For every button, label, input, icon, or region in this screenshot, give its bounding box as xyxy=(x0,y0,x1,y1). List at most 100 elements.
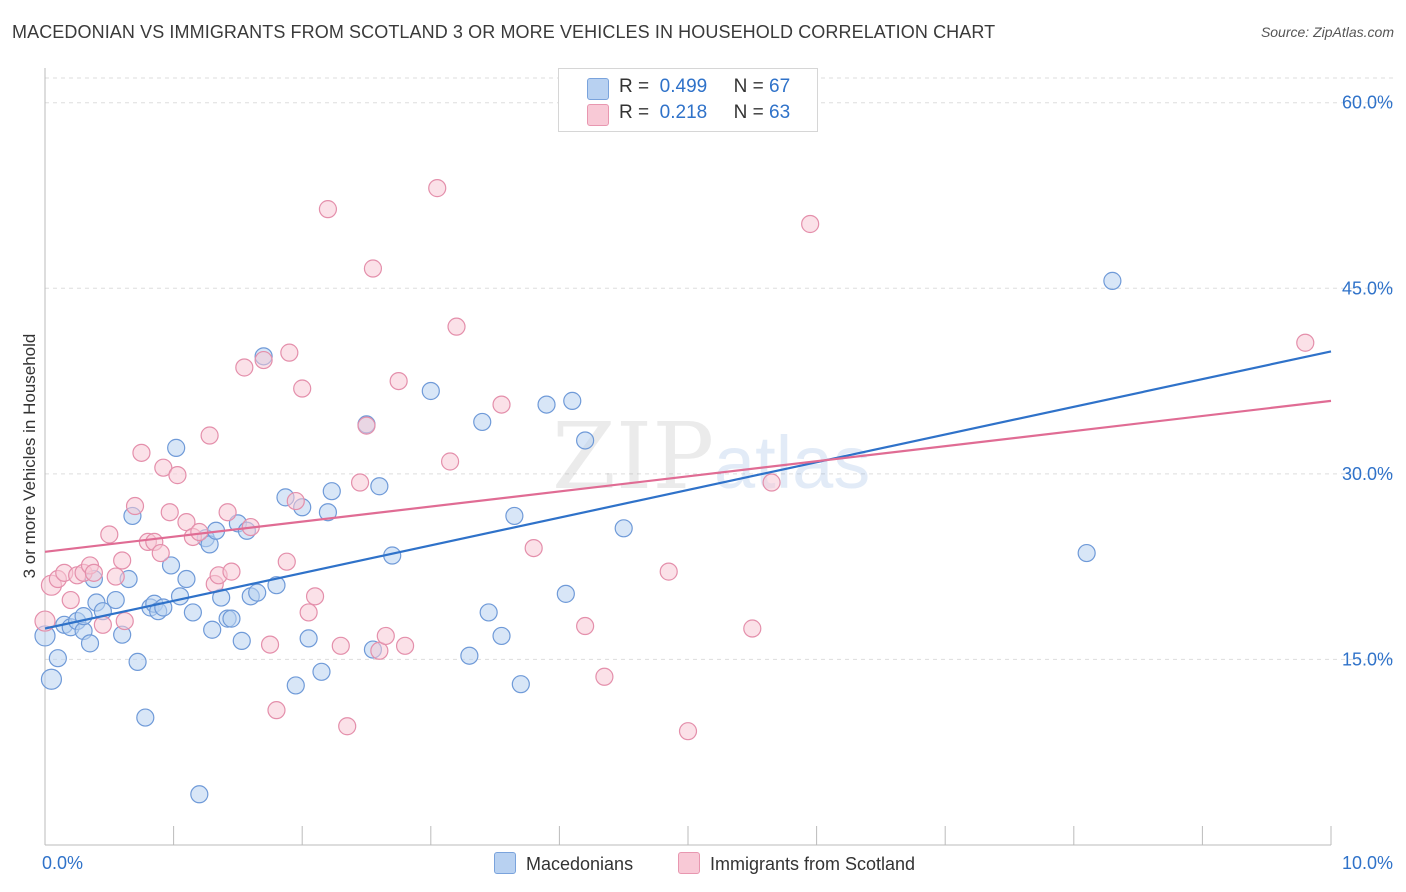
immigrant-point xyxy=(1296,333,1315,352)
immigrant-point xyxy=(318,200,338,219)
immigrant-point xyxy=(678,722,698,741)
y-tick-label: 30.0% xyxy=(1342,464,1393,484)
y-tick-label: 45.0% xyxy=(1342,278,1393,298)
legend-n-label: N = xyxy=(733,76,764,97)
macedonian-point xyxy=(576,431,595,450)
immigrant-point xyxy=(254,350,273,370)
macedonian-point xyxy=(614,519,633,538)
immigrant-point xyxy=(801,214,820,234)
macedonian-point xyxy=(479,603,498,622)
immigrant-point xyxy=(447,317,466,336)
legend-n-value: 63 xyxy=(769,102,791,123)
legend-r-value: 0.218 xyxy=(659,102,708,123)
immigrant-point xyxy=(492,395,511,414)
legend-n-value: 67 xyxy=(769,76,791,97)
immigrant-point xyxy=(115,611,134,631)
immigrant-point xyxy=(389,371,408,391)
macedonian-point xyxy=(177,569,196,589)
immigrant-point xyxy=(168,466,187,485)
macedonian-point xyxy=(136,708,155,727)
macedonian-point xyxy=(40,668,63,690)
legend-swatch-pink xyxy=(587,104,609,126)
macedonian-point xyxy=(473,412,492,432)
macedonian-point xyxy=(505,506,524,526)
series-swatch-pink xyxy=(678,852,700,874)
immigrant-point xyxy=(350,473,370,492)
macedonian-point xyxy=(267,576,286,595)
immigrant-point xyxy=(235,358,254,377)
immigrant-point xyxy=(595,667,614,686)
legend-r-value: 0.499 xyxy=(659,76,708,97)
immigrant-point xyxy=(659,562,678,581)
macedonian-point xyxy=(511,675,530,694)
immigrant-trend-line xyxy=(44,399,1332,553)
immigrant-point xyxy=(132,443,151,462)
immigrant-point xyxy=(106,567,125,586)
immigrant-point xyxy=(100,525,119,544)
series-name: Macedonians xyxy=(526,854,634,874)
macedonian-point xyxy=(286,676,305,695)
macedonian-point xyxy=(203,620,222,639)
correlation-legend: R = 0.499 N = 67 R = 0.218 N = 63 xyxy=(558,68,818,132)
immigrant-point xyxy=(277,552,296,571)
immigrant-point xyxy=(84,563,103,582)
immigrant-point xyxy=(299,603,318,622)
macedonian-point xyxy=(460,646,479,665)
immigrant-point xyxy=(376,626,395,646)
immigrant-point xyxy=(331,636,350,655)
immigrant-point xyxy=(338,717,357,736)
macedonian-point xyxy=(563,391,582,410)
immigrant-point xyxy=(267,701,286,720)
immigrant-point xyxy=(305,587,325,606)
immigrant-point xyxy=(395,636,415,655)
macedonian-point xyxy=(299,629,318,648)
immigrant-point xyxy=(576,616,595,636)
macedonian-point xyxy=(106,590,125,610)
immigrant-point xyxy=(286,491,305,511)
immigrant-point xyxy=(218,503,237,522)
series-legend-immigrants: Immigrants from Scotland xyxy=(678,852,915,875)
immigrant-point xyxy=(260,635,280,654)
immigrant-point xyxy=(428,179,447,198)
macedonian-point xyxy=(161,556,181,575)
watermark-zip: ZIP xyxy=(552,403,714,510)
legend-r-label: R = xyxy=(619,76,650,97)
immigrant-point xyxy=(440,452,460,471)
immigrant-point xyxy=(363,259,383,278)
source-label: Source: ZipAtlas.com xyxy=(1260,24,1394,40)
macedonian-point xyxy=(537,395,556,414)
macedonian-point xyxy=(190,785,209,804)
macedonian-point xyxy=(421,381,440,401)
macedonian-point xyxy=(492,626,511,646)
macedonian-point xyxy=(128,652,147,672)
macedonian-trend-line xyxy=(44,350,1332,630)
series-name: Immigrants from Scotland xyxy=(710,854,916,874)
immigrant-point xyxy=(743,619,762,638)
immigrant-point xyxy=(357,416,376,435)
legend-swatch-blue xyxy=(587,78,609,100)
macedonian-point xyxy=(183,603,202,622)
macedonian-point xyxy=(556,584,575,603)
macedonian-point xyxy=(222,609,241,628)
macedonian-point xyxy=(80,634,100,653)
y-tick-label: 60.0% xyxy=(1342,93,1393,113)
macedonian-point xyxy=(232,631,251,650)
macedonian-point xyxy=(318,503,338,522)
immigrant-point xyxy=(222,562,241,581)
macedonian-point xyxy=(167,438,186,457)
macedonian-point xyxy=(170,587,190,606)
macedonian-point xyxy=(370,477,389,496)
immigrant-point xyxy=(293,379,312,398)
immigrant-point xyxy=(61,590,80,610)
macedonian-point xyxy=(1077,543,1096,563)
immigrant-point xyxy=(34,610,56,632)
immigrant-point xyxy=(93,615,112,634)
series-legend-macedonians: Macedonians xyxy=(494,852,633,875)
x-tick-label-max: 10.0% xyxy=(1342,853,1393,873)
x-tick-label-min: 0.0% xyxy=(42,853,83,873)
immigrant-point xyxy=(154,458,173,477)
immigrant-point xyxy=(125,496,145,516)
immigrant-point xyxy=(762,473,781,492)
macedonian-point xyxy=(322,482,341,501)
